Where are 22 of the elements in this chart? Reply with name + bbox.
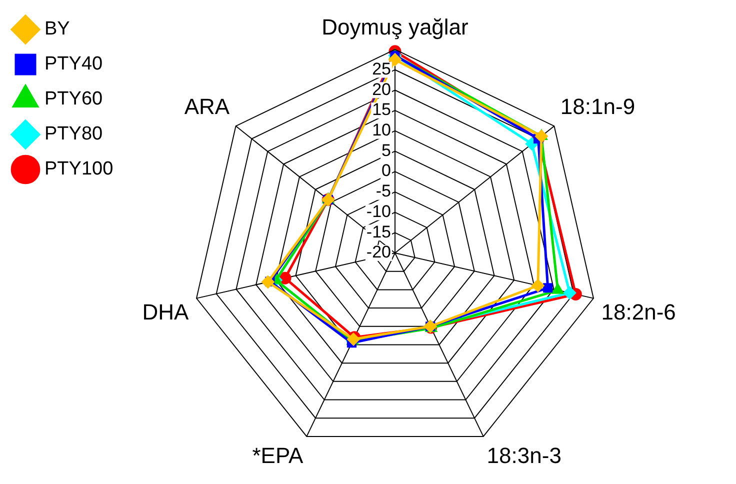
spoke-label: *EPA (252, 442, 304, 468)
spoke-label: 18:3n-3 (486, 442, 562, 468)
y-tick-label: 15 (372, 100, 391, 120)
spoke-label: ARA (184, 94, 230, 119)
y-tick-label: 5 (382, 140, 391, 160)
spoke-label: DHA (142, 299, 190, 324)
legend-label: PTY40 (44, 54, 103, 75)
y-tick-label: 0 (382, 161, 391, 180)
legend-label: PTY100 (44, 158, 114, 180)
legend-label: BY (44, 18, 70, 40)
y-tick-label: 20 (372, 80, 391, 99)
y-tick-label: 25 (372, 59, 391, 78)
y-tick-label: 10 (372, 120, 391, 140)
y-tick-label: -5 (376, 182, 391, 201)
legend-label: PTY60 (44, 88, 103, 110)
y-tick-label: -20 (366, 242, 391, 262)
spoke-label: 18:1n-9 (560, 94, 636, 119)
y-tick-label: -15 (366, 222, 391, 242)
legend-label: PTY80 (44, 124, 103, 145)
spoke-label: Doymuş yağlar (322, 14, 468, 40)
y-tick-label: -10 (366, 202, 391, 221)
spoke-label: 18:2n-6 (601, 299, 676, 324)
